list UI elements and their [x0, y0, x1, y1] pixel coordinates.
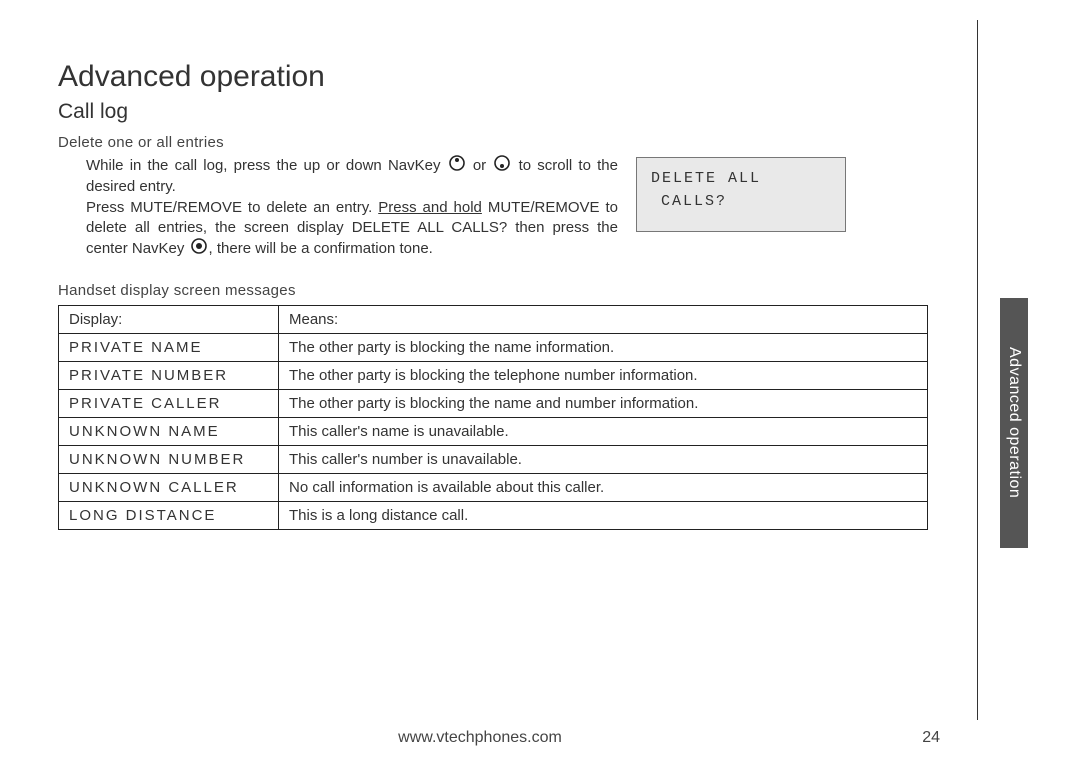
display-cell: UNKNOWN NUMBER — [59, 446, 279, 474]
navkey-up-icon — [449, 155, 465, 177]
para2d: , there will be a confirmation tone. — [209, 240, 433, 257]
side-tab-label: Advanced operation — [1005, 347, 1023, 498]
display-cell: UNKNOWN CALLER — [59, 474, 279, 502]
display-cell: PRIVATE NAME — [59, 334, 279, 362]
means-cell: The other party is blocking the name inf… — [279, 334, 928, 362]
table-header-row: Display: Means: — [59, 306, 928, 334]
lcd-display-box: DELETE ALL CALLS? — [636, 157, 846, 232]
table-row: PRIVATE NUMBERThe other party is blockin… — [59, 362, 928, 390]
means-cell: This is a long distance call. — [279, 502, 928, 530]
page-title: Advanced operation — [58, 60, 928, 94]
col-display: Display: — [59, 306, 279, 334]
body-row: While in the call log, press the up or d… — [58, 155, 928, 260]
lcd-line2: CALLS? — [651, 191, 831, 214]
footer-url: www.vtechphones.com — [0, 729, 960, 747]
para1b: or — [473, 157, 493, 174]
para2a: Press MUTE/REMOVE to delete an entry. — [86, 199, 378, 216]
display-cell: PRIVATE CALLER — [59, 390, 279, 418]
means-cell: This caller's number is unavailable. — [279, 446, 928, 474]
table-row: UNKNOWN NAMEThis caller's name is unavai… — [59, 418, 928, 446]
display-cell: UNKNOWN NAME — [59, 418, 279, 446]
table-heading: Handset display screen messages — [58, 282, 928, 299]
content-area: Advanced operation Call log Delete one o… — [58, 60, 928, 530]
delete-heading: Delete one or all entries — [58, 134, 928, 151]
section-heading: Call log — [58, 100, 928, 124]
display-cell: LONG DISTANCE — [59, 502, 279, 530]
table-row: UNKNOWN CALLERNo call information is ava… — [59, 474, 928, 502]
display-cell: PRIVATE NUMBER — [59, 362, 279, 390]
means-cell: The other party is blocking the telephon… — [279, 362, 928, 390]
means-cell: This caller's name is unavailable. — [279, 418, 928, 446]
manual-page: Advanced operation Advanced operation Ca… — [0, 0, 1080, 771]
col-means: Means: — [279, 306, 928, 334]
navkey-center-icon — [191, 238, 207, 260]
table-row: LONG DISTANCEThis is a long distance cal… — [59, 502, 928, 530]
vertical-rule — [977, 20, 978, 720]
lcd-line1: DELETE ALL — [651, 168, 831, 191]
page-number: 24 — [922, 729, 940, 747]
table-row: PRIVATE NAMEThe other party is blocking … — [59, 334, 928, 362]
side-tab: Advanced operation — [1000, 298, 1028, 548]
navkey-down-icon — [494, 155, 510, 177]
means-cell: The other party is blocking the name and… — [279, 390, 928, 418]
table-row: UNKNOWN NUMBERThis caller's number is un… — [59, 446, 928, 474]
para1a: While in the call log, press the up or d… — [86, 157, 447, 174]
messages-table: Display: Means: PRIVATE NAMEThe other pa… — [58, 305, 928, 530]
table-row: PRIVATE CALLERThe other party is blockin… — [59, 390, 928, 418]
body-text: While in the call log, press the up or d… — [58, 155, 618, 260]
para2b: Press and hold — [378, 199, 482, 216]
means-cell: No call information is available about t… — [279, 474, 928, 502]
